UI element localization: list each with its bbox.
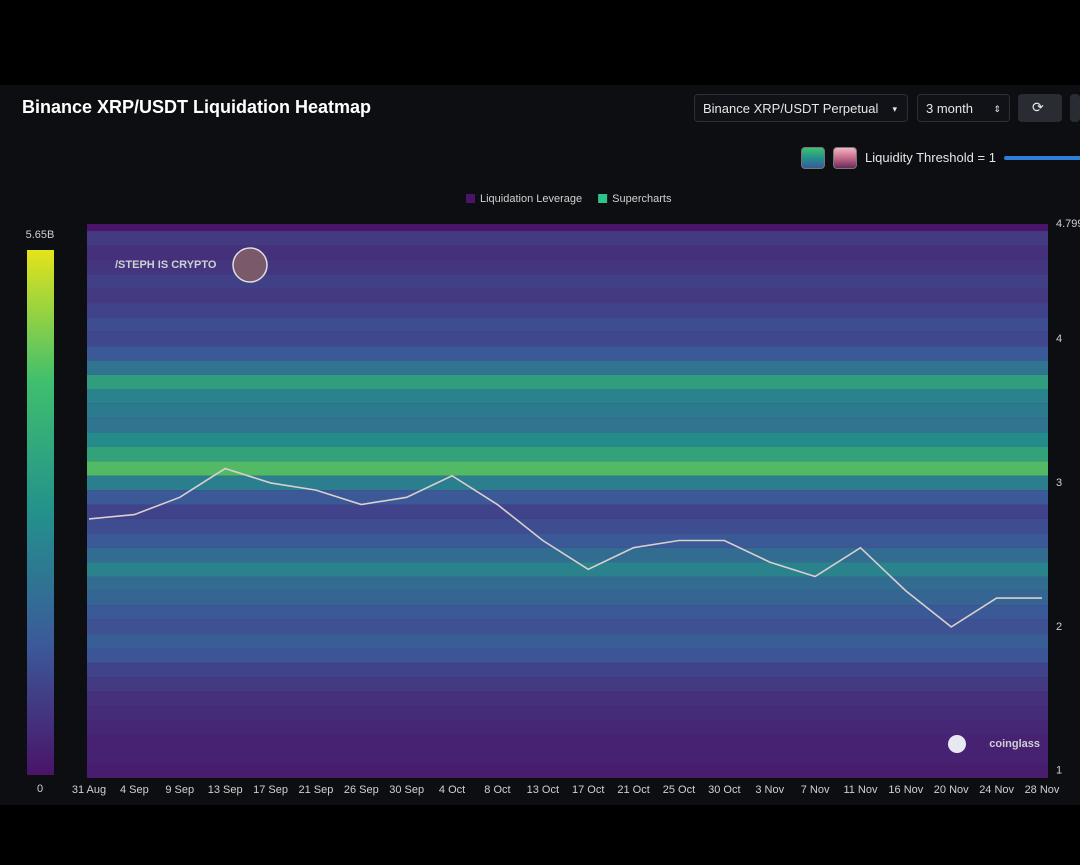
range-select[interactable]: 3 month ⇕ [917, 94, 1010, 122]
x-tick-label: 4 Sep [120, 784, 149, 796]
x-tick-label: 4 Oct [439, 784, 465, 796]
legend-swatch [466, 194, 475, 203]
liquidity-band [87, 475, 1048, 491]
price-line [88, 467, 1042, 628]
liquidity-band [87, 706, 1048, 721]
x-tick-label: 8 Oct [484, 784, 510, 796]
x-tick-label: 9 Sep [165, 784, 194, 796]
x-tick-label: 26 Sep [344, 784, 379, 796]
y-tick-label: 4 [1056, 333, 1062, 345]
colorbar-max-label: 5.65B [26, 229, 55, 241]
liquidity-band [87, 619, 1048, 635]
liquidity-band [87, 259, 1048, 275]
liquidity-band [87, 691, 1048, 707]
liquidity-band [87, 734, 1048, 750]
threshold-label: Liquidity Threshold = 1 [865, 150, 996, 165]
x-tick-label: 30 Oct [708, 784, 740, 796]
page-title: Binance XRP/USDT Liquidation Heatmap [22, 97, 372, 117]
liquidity-band [87, 533, 1048, 548]
liquidity-band [87, 648, 1048, 663]
legend-label: Supercharts [612, 193, 672, 205]
refresh-button[interactable]: ⟳ [1018, 94, 1062, 122]
heatmap [87, 231, 1048, 778]
colorbar [27, 250, 54, 775]
x-tick-label: 31 Aug [72, 784, 106, 796]
logo [948, 735, 966, 753]
liquidity-band [87, 231, 1048, 246]
liquidity-band [87, 662, 1048, 678]
liquidity-band [87, 504, 1048, 519]
x-tick-label: 21 Sep [298, 784, 333, 796]
liquidity-band [87, 418, 1048, 433]
watermark: /STEPH IS CRYPTO [115, 259, 217, 271]
liquidity-band [87, 374, 1048, 390]
x-tick-label: 3 Nov [755, 784, 784, 796]
liquidity-band [87, 346, 1048, 361]
legend-label: Liquidation Leverage [480, 193, 582, 205]
caret: ▾ [892, 104, 897, 114]
x-tick-label: 17 Sep [253, 784, 288, 796]
pair-select-label: Binance XRP/USDT Perpetual [703, 101, 879, 116]
liquidity-band [87, 461, 1048, 476]
liquidity-band [87, 303, 1048, 318]
y-tick-label: 2 [1056, 621, 1062, 633]
x-tick-label: 30 Sep [389, 784, 424, 796]
liquidity-band [87, 331, 1048, 347]
caret: ⇕ [993, 104, 1001, 114]
refresh-icon: ⟳ [1032, 99, 1044, 115]
x-tick-label: 16 Nov [888, 784, 923, 796]
legend-swatch [598, 194, 608, 203]
range-select-label: 3 month [926, 101, 973, 116]
liquidity-band [87, 245, 1048, 260]
liquidity-band [87, 562, 1048, 577]
liquidity-band [87, 763, 1048, 778]
liquidity-band [87, 274, 1048, 289]
colorbar-min-label: 0 [37, 783, 43, 795]
x-tick-label: 28 Nov [1025, 784, 1060, 796]
liquidity-band [87, 360, 1048, 375]
liquidity-band [87, 389, 1048, 404]
pair-select[interactable]: Binance XRP/USDT Perpetual ▾ [694, 94, 908, 122]
x-tick-label: 21 Oct [617, 784, 649, 796]
y-tick-label: 3 [1056, 477, 1062, 489]
x-tick-label: 7 Nov [801, 784, 830, 796]
liquidity-band [87, 720, 1048, 735]
liquidity-band [87, 547, 1048, 563]
x-tick-label: 17 Oct [572, 784, 604, 796]
watermark: coinglass [989, 738, 1040, 750]
more-button[interactable] [1070, 94, 1080, 122]
threshold-slider[interactable] [1004, 156, 1080, 160]
x-tick-label: 24 Nov [979, 784, 1014, 796]
liquidity-band [87, 677, 1048, 692]
liquidity-band [87, 634, 1048, 649]
liquidity-band [87, 317, 1048, 332]
liquidity-band [87, 403, 1048, 419]
avatar [232, 247, 268, 283]
liquidity-band [87, 446, 1048, 462]
liquidity-band [87, 432, 1048, 447]
y-tick-label: 1 [1056, 765, 1062, 777]
x-tick-label: 13 Sep [208, 784, 243, 796]
x-tick-label: 13 Oct [527, 784, 559, 796]
liquidity-band [87, 749, 1048, 764]
liquidity-band [87, 590, 1048, 606]
x-tick-label: 20 Nov [934, 784, 969, 796]
y-tick-label: 4.799 [1056, 218, 1080, 230]
color-scheme-2[interactable] [833, 147, 857, 169]
liquidity-band [87, 605, 1048, 620]
x-tick-label: 11 Nov [843, 784, 878, 796]
liquidity-band [87, 518, 1048, 534]
liquidity-band [87, 288, 1048, 304]
x-tick-label: 25 Oct [663, 784, 695, 796]
liquidity-band [87, 576, 1048, 591]
color-scheme-1[interactable] [801, 147, 825, 169]
liquidity-band [87, 490, 1048, 505]
